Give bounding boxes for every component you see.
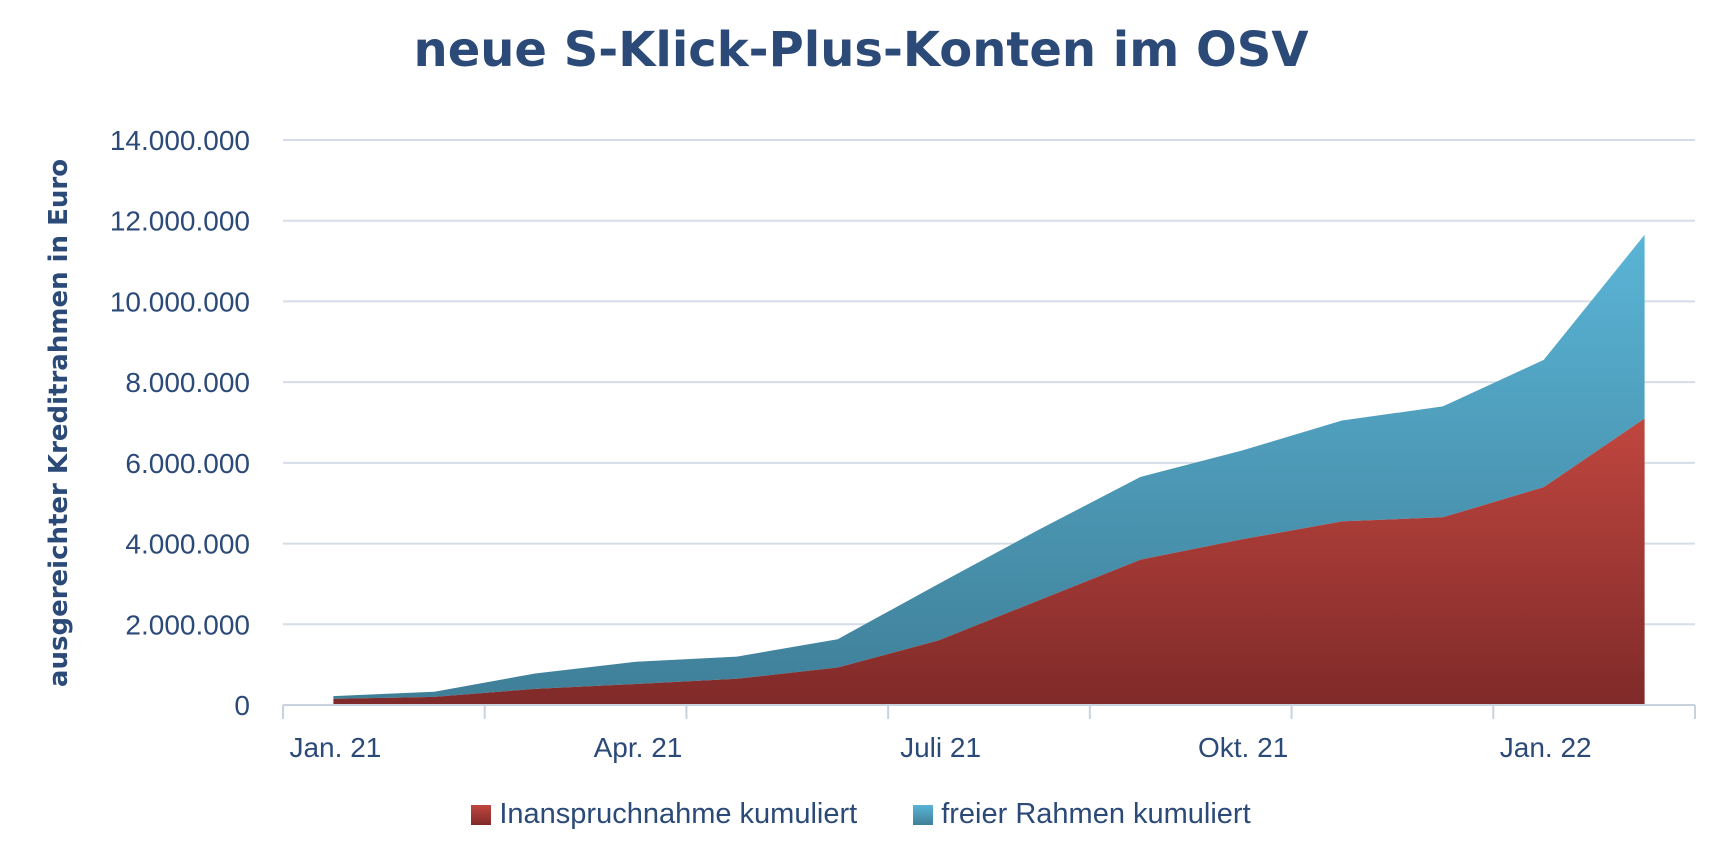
legend-swatch-blue [913,804,934,825]
chart-title: neue S-Klick-Plus-Konten im OSV [413,22,1309,78]
y-tick-label: 6.000.000 [125,448,250,479]
x-tick-label: Apr. 21 [594,732,683,763]
legend-item-inanspruchnahme: Inanspruchnahme kumuliert [471,798,857,831]
area-series-freier-rahmen [333,234,1645,699]
chart-legend: Inanspruchnahme kumuliert freier Rahmen … [0,798,1722,831]
x-tick-label: Okt. 21 [1198,732,1288,763]
x-tick-label: Juli 21 [900,732,981,763]
y-tick-label: 12.000.000 [110,206,250,237]
y-tick-label: 8.000.000 [125,367,250,398]
area-series-inanspruchnahme [333,418,1645,705]
y-tick-label: 14.000.000 [110,125,250,156]
legend-swatch-red [471,804,492,825]
x-tick-label: Jan. 22 [1500,732,1592,763]
y-tick-label: 4.000.000 [125,529,250,560]
y-tick-label: 10.000.000 [110,286,250,317]
x-tick-label: Jan. 21 [289,732,381,763]
y-axis-label: ausgereichter Kreditrahmen in Euro [44,159,74,687]
y-tick-label: 0 [234,690,250,721]
y-tick-label: 2.000.000 [125,609,250,640]
legend-label-freier-rahmen: freier Rahmen kumuliert [941,798,1251,830]
legend-item-freier-rahmen: freier Rahmen kumuliert [913,798,1251,831]
legend-label-inanspruchnahme: Inanspruchnahme kumuliert [499,798,858,830]
